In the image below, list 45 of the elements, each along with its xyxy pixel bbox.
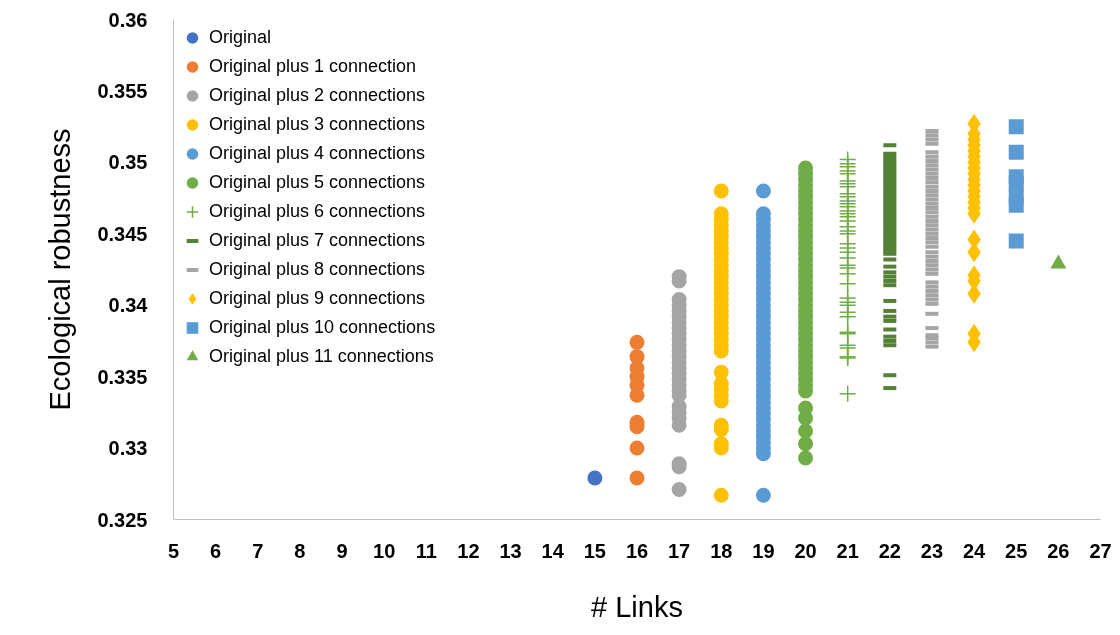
x-tick-label: 20: [794, 539, 817, 562]
x-tick-label: 26: [1047, 539, 1070, 562]
x-tick-label: 21: [836, 539, 859, 562]
x-tick-label: 15: [583, 539, 606, 562]
y-tick-label: 0.33: [108, 437, 148, 460]
x-tick-label: 13: [499, 539, 522, 562]
y-tick-label: 0.355: [97, 79, 148, 102]
legend-label: Original plus 4 connections: [209, 142, 426, 165]
x-tick-label: 19: [752, 539, 775, 562]
legend-label: Original: [209, 26, 272, 49]
legend-label: Original plus 7 connections: [209, 229, 426, 252]
y-tick-label: 0.36: [108, 8, 148, 31]
legend-label: Original plus 8 connections: [209, 258, 426, 281]
y-tick-label: 0.345: [97, 222, 148, 245]
x-tick-label: 25: [1005, 539, 1028, 562]
y-axis-title: Ecological robustness: [44, 128, 77, 411]
x-tick-label: 9: [336, 539, 348, 562]
x-tick-label: 12: [457, 539, 480, 562]
x-tick-label: 14: [541, 539, 565, 562]
x-tick-label: 5: [167, 539, 180, 562]
x-axis-title: # Links: [591, 590, 683, 623]
y-tick-label: 0.35: [108, 151, 148, 174]
x-tick-label: 22: [878, 539, 901, 562]
legend-label: Original plus 6 connections: [209, 200, 426, 223]
x-tick-label: 24: [962, 539, 987, 562]
x-tick-label: 23: [920, 539, 944, 562]
y-tick-label: 0.34: [108, 294, 149, 317]
legend-label: Original plus 2 connections: [209, 84, 426, 107]
x-tick-label: 18: [710, 539, 733, 562]
legend-label: Original plus 3 connections: [209, 113, 426, 136]
x-tick-label: 10: [373, 539, 396, 562]
x-tick-label: 6: [210, 539, 222, 562]
x-tick-label: 7: [252, 539, 264, 562]
x-tick-label: 16: [625, 539, 649, 562]
x-tick-label: 17: [668, 539, 691, 562]
y-tick-label: 0.325: [97, 508, 148, 531]
x-tick-label: 27: [1089, 539, 1112, 562]
legend-label: Original plus 5 connections: [209, 171, 426, 194]
legend-label: Original plus 11 connections: [209, 345, 434, 368]
legend-label: Original plus 9 connections: [209, 287, 426, 310]
x-tick-label: 8: [294, 539, 306, 562]
legend-label: Original plus 1 connection: [209, 55, 417, 78]
y-tick-label: 0.335: [97, 365, 148, 388]
x-tick-label: 11: [415, 539, 437, 562]
legend-label: Original plus 10 connections: [209, 316, 436, 339]
